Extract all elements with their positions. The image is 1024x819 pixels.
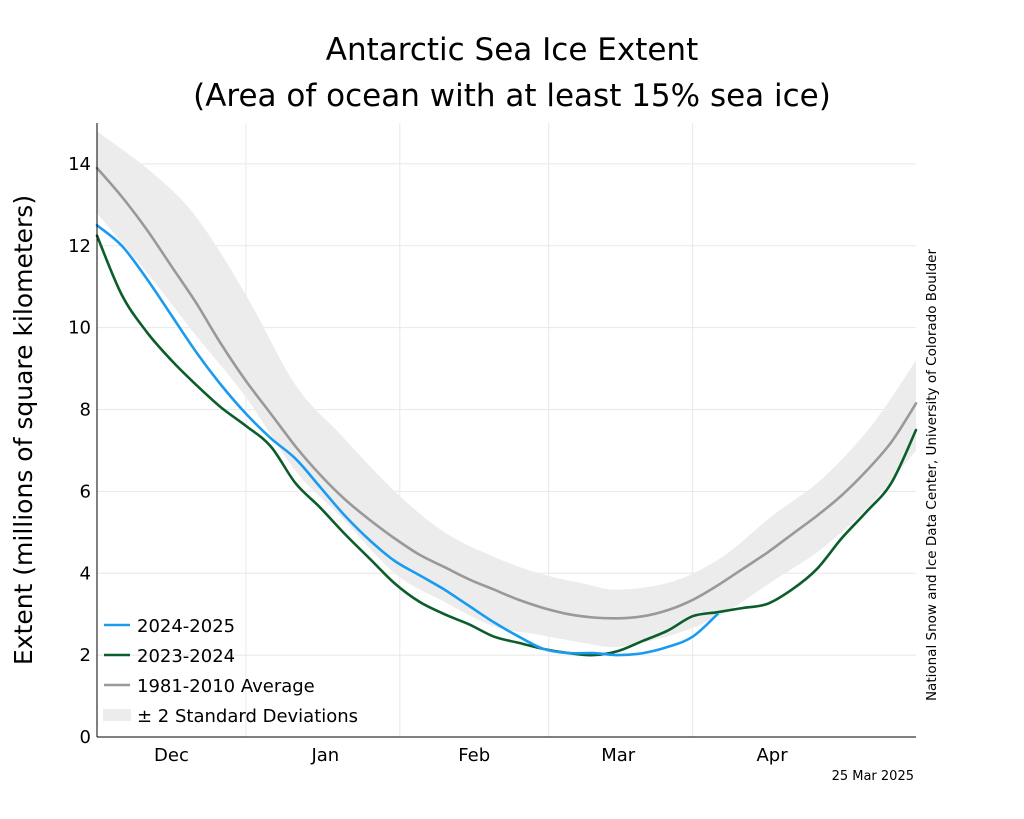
axes — [96, 123, 916, 738]
legend-label: 2023-2024 — [137, 646, 235, 667]
y-tick-label: 6 — [80, 481, 91, 502]
y-axis-title: Extent (millions of square kilometers) — [9, 195, 38, 665]
y-tick-label: 10 — [68, 318, 91, 339]
date-stamp: 25 Mar 2025 — [832, 769, 914, 784]
grid — [97, 123, 916, 737]
x-tick-label: Apr — [756, 745, 788, 766]
std-dev-band — [97, 131, 916, 648]
y-tick-label: 4 — [80, 563, 91, 584]
chart-title-line2: (Area of ocean with at least 15% sea ice… — [193, 78, 831, 114]
y-tick-label: 8 — [80, 400, 91, 421]
legend: 2024-2025 2023-2024 1981-2010 Average ± 2 S… — [103, 616, 358, 727]
chart-title-line1: Antarctic Sea Ice Extent — [326, 32, 698, 68]
y-tick-labels: 0 2 4 6 8 10 12 14 — [68, 154, 91, 748]
x-tick-labels: Dec Jan Feb Mar Apr — [154, 745, 788, 766]
x-tick-label: Dec — [154, 745, 189, 766]
x-tick-label: Jan — [310, 745, 339, 766]
y-tick-label: 14 — [68, 154, 91, 175]
legend-label: ± 2 Standard Deviations — [137, 706, 358, 727]
series-lines — [95, 166, 918, 657]
y-tick-label: 2 — [80, 645, 91, 666]
x-tick-label: Feb — [458, 745, 490, 766]
legend-label: 1981-2010 Average — [137, 676, 315, 697]
x-tick-label: Mar — [601, 745, 636, 766]
legend-label: 2024-2025 — [137, 616, 235, 637]
series-line-2024-2025 — [95, 224, 719, 657]
y-tick-label: 0 — [80, 727, 91, 748]
legend-swatch-band — [103, 709, 131, 721]
series-line-2023-2024 — [95, 234, 918, 657]
credit-text: National Snow and Ice Data Center, Unive… — [924, 249, 940, 702]
std-dev-band-area — [97, 131, 916, 648]
series-line-1981-2010-average — [95, 166, 918, 620]
y-tick-label: 12 — [68, 236, 91, 257]
